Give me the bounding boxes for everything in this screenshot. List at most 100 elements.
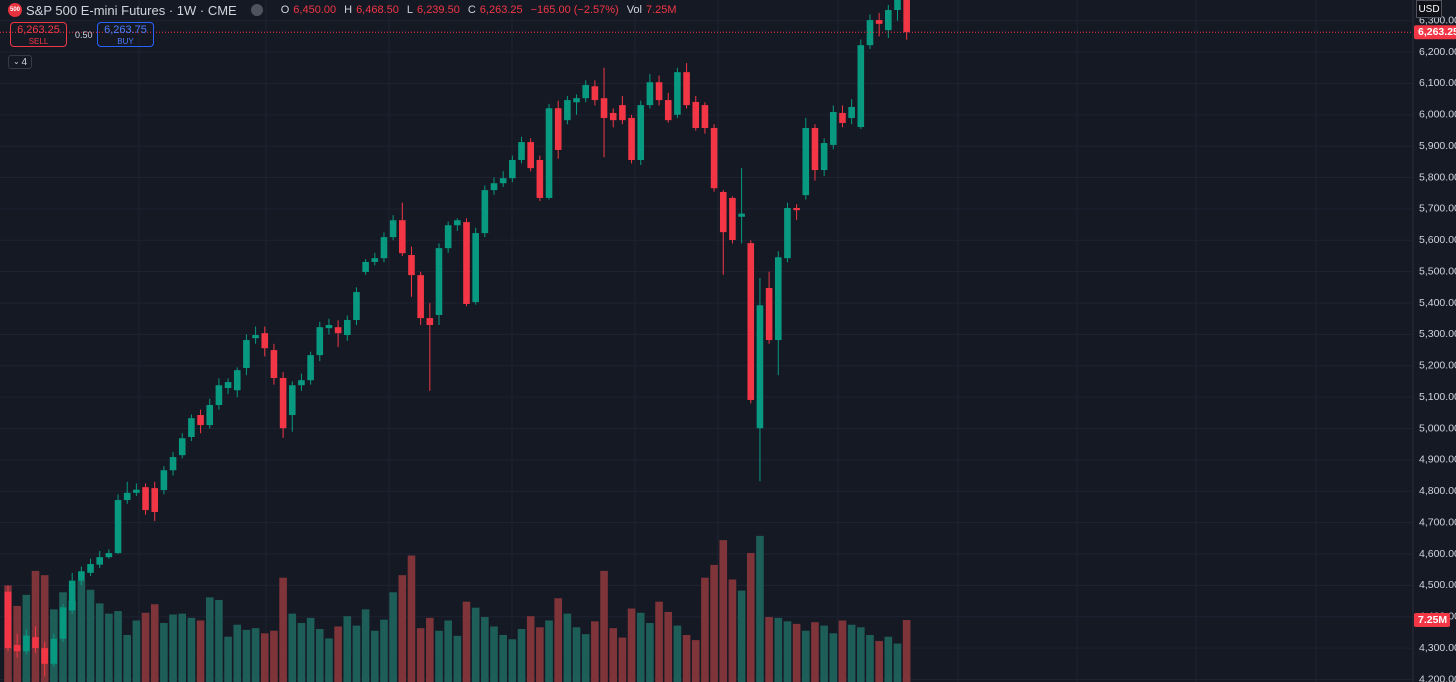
- high-key: H: [344, 4, 353, 16]
- symbol-title[interactable]: S&P 500 E-mini Futures · 1W · CME: [26, 2, 237, 18]
- currency-button[interactable]: USD: [1416, 0, 1442, 18]
- candle-body: [591, 86, 599, 101]
- volume-bar: [196, 620, 205, 682]
- volume-bar: [517, 629, 526, 682]
- candle-body: [160, 470, 168, 491]
- candle-body: [114, 500, 122, 554]
- candle-body: [527, 142, 534, 169]
- volume-bar: [655, 601, 663, 682]
- volume-bar: [591, 621, 599, 682]
- volume-bar: [499, 634, 507, 682]
- y-tick-label: 5,700.00: [1419, 203, 1456, 215]
- candle-body: [298, 380, 305, 386]
- volume-bar: [352, 625, 361, 682]
- volume-bar: [902, 620, 911, 682]
- y-tick-label: 4,200.00: [1419, 673, 1456, 682]
- volume-bar: [416, 628, 425, 682]
- y-tick-label: 6,100.00: [1419, 77, 1456, 89]
- candle-body: [701, 105, 709, 128]
- volume-bar: [343, 616, 352, 682]
- volume-bar: [380, 619, 388, 682]
- volume-bar: [490, 626, 498, 682]
- volume-bar: [251, 628, 260, 682]
- change-value: −165.00 (−2.57%): [530, 4, 619, 16]
- candle-body: [32, 637, 39, 649]
- candle-body: [472, 233, 479, 303]
- candle-body: [444, 225, 452, 249]
- volume-bar: [792, 623, 801, 682]
- indicators-toggle[interactable]: ⌄ 4: [8, 55, 32, 69]
- candle-body: [719, 191, 727, 233]
- candle-body: [600, 98, 608, 118]
- candle-body: [582, 85, 590, 99]
- y-tick-label: 5,800.00: [1419, 171, 1456, 183]
- volume-bar: [765, 617, 773, 682]
- y-tick-label: 5,100.00: [1419, 391, 1456, 403]
- candle-body: [389, 220, 397, 238]
- candle-body: [637, 105, 645, 160]
- candle-body: [105, 553, 113, 558]
- candle-body: [252, 335, 259, 339]
- candle-body: [490, 183, 498, 191]
- volume-bar: [407, 555, 416, 682]
- candle-body: [41, 648, 48, 664]
- volume-bar: [260, 633, 269, 682]
- buy-price: 6,263.75: [104, 24, 147, 36]
- candle-body: [68, 580, 76, 611]
- open-value: 6,450.00: [293, 4, 337, 16]
- candle-body: [747, 243, 755, 400]
- volume-bar: [691, 640, 700, 682]
- volume-bar: [114, 611, 122, 682]
- candle-body: [233, 370, 241, 391]
- candle-body: [710, 127, 718, 189]
- candle-body: [78, 571, 85, 581]
- volume-bar: [95, 603, 104, 682]
- volume-bar: [160, 623, 168, 682]
- volume-bar: [801, 630, 810, 682]
- candle-body: [774, 257, 782, 341]
- buy-label: BUY: [117, 37, 134, 46]
- candle-body: [885, 10, 892, 31]
- candle-body: [609, 112, 617, 121]
- volume-bar: [105, 613, 113, 682]
- candle-body: [417, 275, 424, 319]
- candle-body: [811, 127, 819, 171]
- candle-body: [692, 101, 700, 128]
- y-tick-label: 4,700.00: [1419, 516, 1456, 528]
- volume-bar: [545, 620, 553, 682]
- symbol-icon[interactable]: 500: [8, 3, 22, 17]
- candle-body: [4, 591, 12, 649]
- volume-bar: [481, 617, 489, 682]
- volume-bar: [141, 612, 150, 682]
- candle-body: [261, 333, 269, 349]
- volume-bar: [811, 622, 819, 682]
- volume-bar: [315, 629, 324, 682]
- volume-bar: [86, 589, 95, 682]
- candle-body: [848, 106, 855, 118]
- candle-body: [628, 117, 635, 160]
- candle-body: [343, 319, 351, 336]
- y-tick-label: 5,600.00: [1419, 234, 1456, 246]
- buy-button[interactable]: 6,263.75 BUY: [97, 22, 154, 47]
- volume-bar: [242, 629, 251, 682]
- market-status[interactable]: [250, 4, 263, 16]
- candle-body: [197, 415, 204, 426]
- volume-bar: [701, 577, 709, 682]
- last-volume-label: 7.25M: [1418, 614, 1447, 626]
- volume-bar: [756, 535, 764, 682]
- volume-bar: [866, 634, 874, 682]
- low-value: 6,239.50: [417, 4, 460, 16]
- y-tick-label: 6,200.00: [1419, 46, 1456, 58]
- candle-body: [564, 100, 571, 121]
- sell-button[interactable]: 6,263.25 SELL: [10, 22, 67, 47]
- candle-body: [646, 82, 654, 106]
- volume-bar: [462, 601, 471, 682]
- volume-bar: [618, 637, 627, 682]
- candle-body: [188, 418, 195, 437]
- candle-body: [830, 111, 837, 145]
- candle-body: [509, 159, 516, 179]
- volume-bar: [187, 617, 196, 682]
- candle-body: [123, 492, 131, 501]
